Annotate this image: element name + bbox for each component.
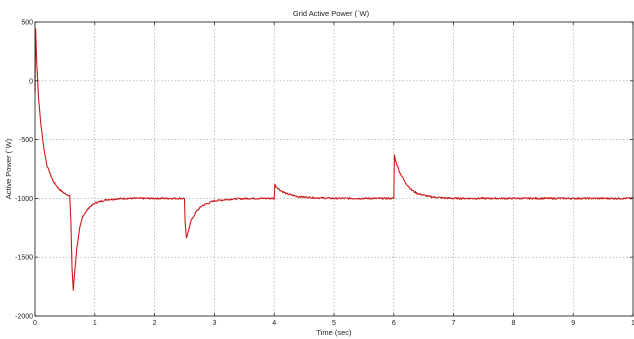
chart-title: Grid Active Power (`W) — [293, 9, 370, 18]
x-tick-label: 1 — [631, 320, 634, 327]
y-tick-label: -1000 — [15, 196, 33, 203]
x-axis-label: Time (sec) — [316, 328, 352, 337]
x-tick-label: 6 — [392, 320, 396, 327]
y-tick-labels: 500 0 -500 -1000 -1500 -2000 — [15, 20, 33, 321]
x-tick-labels: 0 1 2 3 4 5 6 7 8 9 1 — [33, 320, 634, 327]
y-tick-label: -500 — [19, 137, 33, 144]
y-tick-label: 0 — [29, 78, 33, 85]
y-tick-label: -2000 — [15, 314, 33, 321]
x-tick-label: 3 — [212, 320, 216, 327]
grid — [35, 22, 633, 316]
x-tick-label: 2 — [153, 320, 157, 327]
x-tick-label: 4 — [272, 320, 276, 327]
x-tick-label: 9 — [571, 320, 575, 327]
y-tick-label: -1500 — [15, 255, 33, 262]
y-axis-label: Active Power (`W) — [4, 138, 13, 199]
x-tick-label: 5 — [332, 320, 336, 327]
y-tick-label: 500 — [21, 20, 33, 27]
x-tick-label: 0 — [33, 320, 37, 327]
x-tick-label: 8 — [511, 320, 515, 327]
axis-ticks — [34, 21, 634, 317]
series-line — [34, 28, 634, 291]
x-tick-label: 1 — [93, 320, 97, 327]
series-layer — [34, 28, 634, 291]
x-tick-label: 7 — [452, 320, 456, 327]
